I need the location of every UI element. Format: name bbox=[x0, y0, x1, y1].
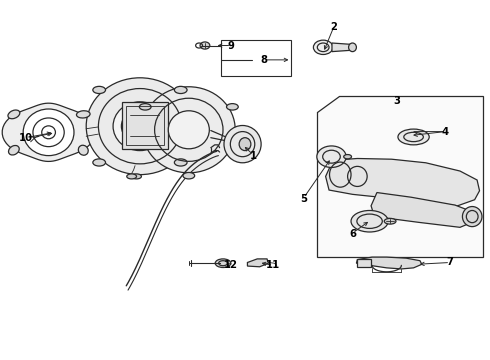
Text: 8: 8 bbox=[260, 55, 267, 65]
Ellipse shape bbox=[174, 86, 187, 94]
Bar bbox=[220, 40, 292, 76]
Ellipse shape bbox=[239, 138, 251, 150]
Ellipse shape bbox=[127, 174, 137, 179]
Ellipse shape bbox=[215, 259, 231, 267]
Polygon shape bbox=[356, 257, 422, 269]
Ellipse shape bbox=[351, 211, 388, 232]
Polygon shape bbox=[318, 96, 484, 257]
Text: 12: 12 bbox=[223, 260, 237, 270]
Ellipse shape bbox=[78, 145, 88, 155]
Text: 2: 2 bbox=[330, 22, 337, 32]
Ellipse shape bbox=[132, 174, 142, 179]
Ellipse shape bbox=[168, 111, 209, 149]
Ellipse shape bbox=[76, 111, 90, 118]
Text: 3: 3 bbox=[393, 96, 400, 106]
Ellipse shape bbox=[463, 207, 482, 226]
Ellipse shape bbox=[343, 154, 351, 159]
Ellipse shape bbox=[183, 172, 195, 179]
Ellipse shape bbox=[113, 102, 167, 150]
Polygon shape bbox=[247, 259, 269, 267]
Ellipse shape bbox=[139, 104, 151, 110]
Ellipse shape bbox=[200, 42, 210, 49]
Ellipse shape bbox=[8, 145, 19, 155]
Text: 7: 7 bbox=[447, 257, 454, 267]
Text: 10: 10 bbox=[19, 133, 33, 143]
Polygon shape bbox=[371, 193, 475, 227]
Ellipse shape bbox=[8, 110, 20, 119]
Text: 4: 4 bbox=[442, 127, 449, 136]
Text: 1: 1 bbox=[250, 150, 257, 161]
Ellipse shape bbox=[93, 86, 105, 94]
Ellipse shape bbox=[224, 126, 261, 163]
Polygon shape bbox=[326, 158, 480, 206]
Ellipse shape bbox=[226, 104, 238, 110]
Ellipse shape bbox=[42, 126, 55, 139]
Text: 6: 6 bbox=[349, 229, 356, 239]
Polygon shape bbox=[357, 259, 371, 267]
Ellipse shape bbox=[174, 159, 187, 166]
Ellipse shape bbox=[93, 159, 105, 166]
Ellipse shape bbox=[317, 146, 346, 167]
Ellipse shape bbox=[348, 43, 356, 51]
Bar bbox=[125, 106, 164, 145]
Text: 5: 5 bbox=[300, 194, 307, 204]
Text: 9: 9 bbox=[228, 41, 235, 50]
Ellipse shape bbox=[86, 78, 194, 175]
Polygon shape bbox=[332, 43, 352, 51]
Ellipse shape bbox=[384, 219, 396, 224]
Bar bbox=[122, 102, 168, 149]
Ellipse shape bbox=[398, 129, 429, 145]
Ellipse shape bbox=[314, 40, 333, 54]
Ellipse shape bbox=[143, 87, 235, 173]
Ellipse shape bbox=[23, 109, 74, 156]
Polygon shape bbox=[2, 103, 95, 161]
Text: 11: 11 bbox=[266, 260, 280, 270]
